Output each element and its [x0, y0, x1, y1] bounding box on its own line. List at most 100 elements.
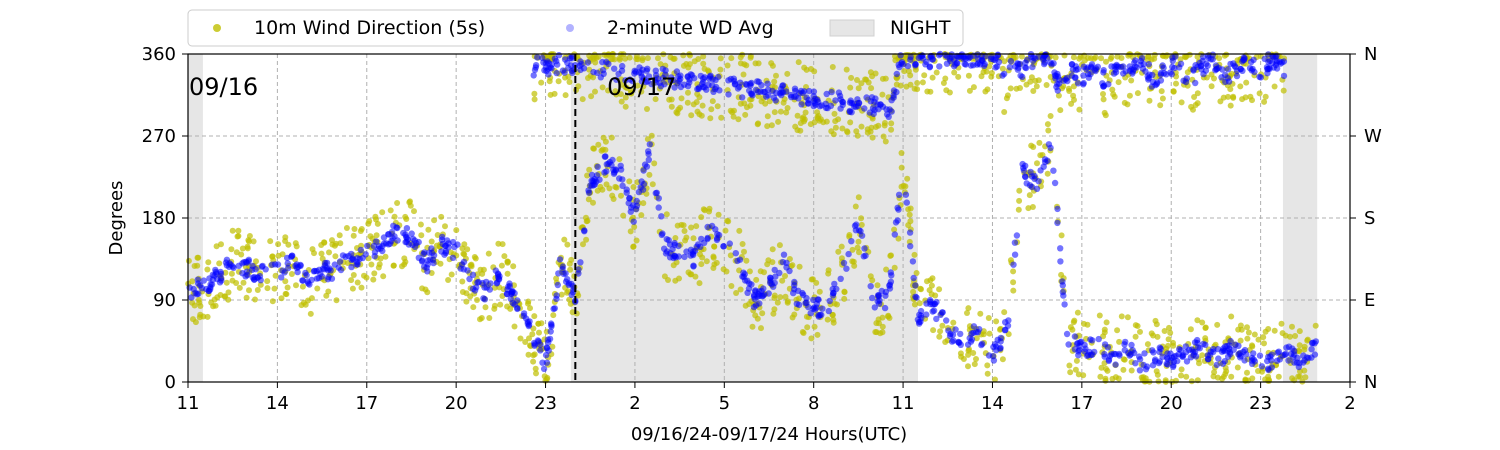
point-series-1-781 [809, 276, 816, 283]
point-series-0-755 [553, 295, 560, 303]
point-series-1-778 [999, 356, 1006, 363]
point-series-2-405 [893, 70, 900, 78]
point-series-2-518 [799, 89, 806, 97]
point-series-1-132 [1096, 312, 1103, 319]
point-series-0-827 [419, 257, 426, 264]
point-series-1-644 [1058, 271, 1065, 278]
point-series-2-227 [1250, 56, 1257, 63]
point-series-0-549 [559, 265, 566, 273]
point-series-3-568 [911, 85, 918, 92]
point-series-1-163 [1025, 205, 1032, 212]
point-series-1-688 [879, 323, 886, 330]
point-series-0-785 [1084, 352, 1091, 359]
point-series-1-949 [672, 277, 679, 284]
point-series-0-368 [666, 241, 674, 248]
legend-frame [187, 9, 964, 47]
point-series-0-791 [474, 279, 481, 286]
point-series-1-307 [522, 339, 529, 345]
point-series-0-42 [1095, 335, 1102, 343]
point-series-0-77 [845, 250, 852, 258]
point-series-0-402 [913, 294, 920, 301]
point-series-2-347 [1199, 53, 1207, 61]
point-series-0-616 [345, 252, 352, 260]
point-series-1-606 [1173, 377, 1179, 384]
point-series-1-153 [235, 227, 242, 234]
point-series-1-454 [311, 250, 317, 257]
point-series-1-665 [630, 243, 637, 250]
point-series-1-625 [332, 253, 339, 260]
point-series-1-547 [1255, 368, 1261, 374]
point-series-2-463 [1052, 72, 1060, 80]
y-right-tick-label-4: N [1364, 44, 1377, 65]
point-series-2-478 [837, 105, 844, 112]
point-series-0-815 [386, 240, 394, 247]
point-series-0-668 [776, 269, 783, 277]
point-series-3-497 [626, 54, 633, 61]
point-series-0-756 [780, 251, 788, 258]
point-series-3-355 [1043, 82, 1050, 88]
point-series-1-384 [1058, 232, 1065, 239]
point-series-2-371 [1280, 72, 1288, 80]
point-series-3-269 [801, 116, 808, 123]
point-series-2-130 [619, 62, 626, 70]
point-series-1-426 [782, 293, 789, 300]
point-series-3-349 [668, 103, 675, 110]
point-series-0-469 [732, 250, 739, 257]
point-series-0-285 [619, 176, 626, 183]
point-series-2-392 [854, 96, 861, 103]
point-series-1-613 [1015, 206, 1022, 213]
point-series-0-650 [690, 262, 697, 269]
point-series-3-477 [882, 138, 889, 145]
point-series-0-775 [976, 326, 983, 333]
point-series-3-246 [562, 74, 569, 81]
point-series-0-667 [997, 344, 1004, 351]
point-series-0-693 [1241, 346, 1249, 354]
point-series-3-113 [869, 134, 876, 141]
point-series-3-181 [1227, 102, 1234, 109]
point-series-0-771 [460, 258, 468, 266]
point-series-0-223 [646, 141, 653, 148]
point-series-0-659 [509, 300, 517, 307]
point-series-0-407 [894, 204, 901, 211]
point-series-1-76 [358, 284, 365, 291]
point-series-1-768 [1026, 192, 1033, 199]
point-series-1-952 [764, 261, 771, 268]
point-series-1-845 [898, 183, 905, 190]
point-series-3-474 [848, 74, 855, 81]
point-series-3-553 [999, 65, 1006, 72]
point-series-1-837 [1016, 197, 1023, 204]
point-series-0-519 [514, 304, 521, 312]
point-series-1-659 [595, 141, 602, 148]
point-series-1-802 [851, 262, 858, 269]
point-series-3-272 [1070, 54, 1077, 61]
point-series-1-751 [1150, 332, 1157, 339]
point-series-1-488 [1115, 375, 1122, 382]
point-series-1-612 [831, 300, 838, 307]
point-series-3-409 [802, 109, 809, 116]
point-series-1-474 [633, 237, 640, 244]
point-series-3-290 [771, 109, 778, 116]
point-series-1-852 [849, 258, 856, 265]
point-series-3-627 [677, 104, 684, 111]
point-series-0-459 [505, 283, 512, 290]
point-series-3-564 [764, 113, 771, 120]
point-series-3-622 [1088, 55, 1094, 62]
point-series-2-401 [605, 60, 612, 68]
point-series-0-309 [1002, 319, 1009, 326]
point-series-3-248 [666, 96, 673, 103]
point-series-0-622 [303, 271, 310, 279]
point-series-0-505 [438, 236, 446, 243]
x-tick-label-6: 5 [719, 393, 730, 414]
point-series-0-778 [197, 282, 204, 289]
point-series-3-436 [794, 112, 801, 119]
point-series-1-708 [382, 253, 389, 260]
point-series-1-643 [1029, 204, 1036, 210]
point-series-3-44 [599, 84, 606, 91]
point-series-1-545 [192, 319, 199, 326]
point-series-0-67 [655, 195, 662, 202]
point-series-2-537 [725, 77, 732, 84]
point-series-0-163 [869, 294, 876, 302]
point-series-1-860 [838, 255, 845, 262]
point-series-3-614 [1071, 96, 1077, 103]
point-series-1-653 [532, 365, 539, 372]
